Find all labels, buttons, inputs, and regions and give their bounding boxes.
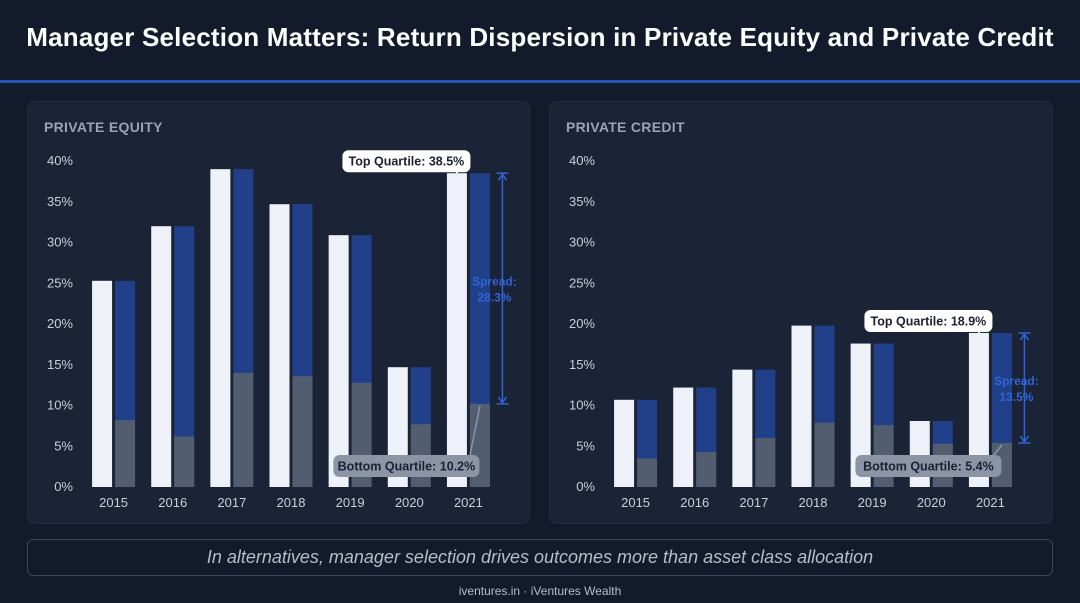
- private-credit-panel: PRIVATE CREDIT 0% 5% 10% 15% 20% 25% 30% 35% 40%…: [549, 101, 1053, 524]
- y-tick-label: 20%: [47, 316, 73, 331]
- y-tick-label: 25%: [47, 275, 73, 290]
- bar-top-quartile: [673, 387, 694, 487]
- y-tick-label: 0%: [54, 479, 73, 494]
- bar-top-quartile: [446, 173, 467, 487]
- bar-top-quartile: [850, 343, 871, 487]
- bottom-quartile-callout-box: [855, 455, 1002, 477]
- y-tick-label: 30%: [47, 235, 73, 250]
- panel-title-private-credit: PRIVATE CREDIT: [566, 119, 685, 135]
- y-tick-label: 15%: [569, 357, 595, 372]
- top-quartile-callout-text: Top Quartile: 38.5%: [349, 155, 465, 169]
- takeaway-text: In alternatives, manager selection drive…: [206, 547, 874, 567]
- bar-bottom-quartile: [755, 438, 776, 487]
- top-quartile-callout-box: [342, 150, 471, 173]
- bar-top-quartile: [968, 332, 989, 487]
- x-tick-label: 2018: [277, 495, 306, 510]
- y-tick-label: 35%: [569, 194, 595, 209]
- bar-bottom-quartile: [814, 422, 835, 487]
- x-tick-label: 2021: [454, 495, 483, 510]
- y-tick-label: 40%: [47, 153, 73, 168]
- x-tick-label: 2018: [799, 495, 828, 510]
- private-equity-panel: PRIVATE EQUITY 0% 5% 10% 15% 20% 25% 30% 35% 40%…: [27, 101, 530, 524]
- source-credit: iventures.in · iVentures Wealth: [458, 584, 622, 598]
- bar-bottom-quartile: [115, 420, 136, 487]
- bar-top-quartile: [328, 235, 349, 487]
- bottom-quartile-callout-box: [333, 455, 480, 477]
- bar-top-quartile: [210, 169, 231, 487]
- x-tick-label: 2020: [395, 495, 424, 510]
- bar-top-quartile: [909, 420, 930, 487]
- bar-top-quartile: [269, 204, 290, 487]
- title-divider: [0, 80, 1080, 83]
- x-tick-label: 2015: [99, 495, 128, 510]
- bar-top-quartile: [614, 399, 635, 487]
- y-tick-label: 20%: [569, 316, 595, 331]
- bar-bottom-quartile: [637, 458, 658, 487]
- x-tick-label: 2021: [976, 495, 1005, 510]
- panel-title-private-equity: PRIVATE EQUITY: [44, 119, 163, 135]
- y-tick-label: 5%: [576, 438, 595, 453]
- bar-top-quartile: [791, 325, 812, 487]
- x-tick-label: 2019: [336, 495, 365, 510]
- bar-median: [174, 226, 195, 487]
- y-tick-label: 5%: [54, 438, 73, 453]
- x-tick-label: 2016: [680, 495, 709, 510]
- bar-top-quartile: [92, 280, 113, 487]
- page-title: Manager Selection Matters: Return Disper…: [26, 22, 1054, 52]
- x-tick-label: 2016: [158, 495, 187, 510]
- spread-title: Spread:: [472, 275, 517, 289]
- bottom-callout-leader: [468, 405, 481, 459]
- x-tick-label: 2019: [858, 495, 887, 510]
- spread-arrow-up: [1019, 332, 1030, 341]
- y-tick-label: 35%: [47, 194, 73, 209]
- y-tick-label: 15%: [47, 357, 73, 372]
- bottom-quartile-callout-text: Bottom Quartile: 10.2%: [338, 460, 476, 474]
- y-tick-label: 40%: [569, 153, 595, 168]
- x-tick-label: 2015: [621, 495, 650, 510]
- bar-top-quartile: [732, 369, 753, 487]
- spread-arrow-up: [497, 172, 508, 181]
- takeaway-banner: In alternatives, manager selection drive…: [27, 539, 1053, 576]
- top-quartile-callout-text: Top Quartile: 18.9%: [871, 314, 987, 328]
- bar-bottom-quartile: [292, 376, 313, 487]
- x-tick-label: 2017: [217, 495, 246, 510]
- top-quartile-callout-box: [864, 309, 993, 332]
- x-tick-label: 2020: [917, 495, 946, 510]
- spread-arrow-down: [497, 396, 508, 405]
- y-tick-label: 10%: [47, 398, 73, 413]
- x-tick-label: 2017: [739, 495, 768, 510]
- bottom-quartile-callout-text: Bottom Quartile: 5.4%: [863, 460, 994, 474]
- bar-top-quartile: [151, 226, 172, 487]
- bar-bottom-quartile: [696, 451, 717, 487]
- y-tick-label: 0%: [576, 479, 595, 494]
- bar-bottom-quartile: [174, 436, 195, 487]
- spread-title: Spread:: [994, 374, 1039, 388]
- private-credit-chart: 0% 5% 10% 15% 20% 25% 30% 35% 40% 2015 2016 2017 201…: [569, 153, 1039, 510]
- private-equity-chart: 0% 5% 10% 15% 20% 25% 30% 35% 40% 2015 2016 2017 201…: [47, 150, 517, 510]
- spread-value: 28.3%: [477, 291, 511, 305]
- spread-arrow-down: [1019, 435, 1030, 444]
- y-tick-label: 30%: [569, 235, 595, 250]
- y-tick-label: 10%: [569, 398, 595, 413]
- y-tick-label: 25%: [569, 275, 595, 290]
- spread-value: 13.5%: [999, 390, 1033, 404]
- bar-bottom-quartile: [233, 372, 254, 487]
